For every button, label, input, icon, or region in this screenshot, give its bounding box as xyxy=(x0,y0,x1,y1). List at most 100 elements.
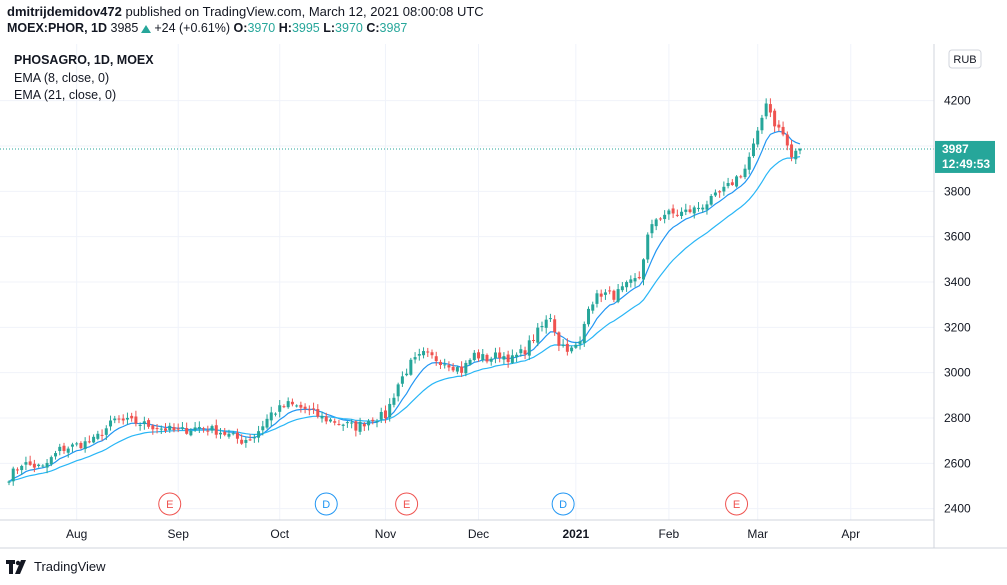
candle xyxy=(320,411,324,423)
low-value: 3970 xyxy=(335,21,363,35)
candle-body xyxy=(70,444,74,447)
candle xyxy=(785,131,789,151)
candle xyxy=(616,284,620,304)
candle-body xyxy=(7,481,11,483)
candle xyxy=(20,464,24,475)
currency-badge[interactable]: RUB xyxy=(948,49,982,69)
candle-body xyxy=(489,358,493,362)
candle-body xyxy=(383,410,387,419)
candle xyxy=(637,271,641,280)
candle xyxy=(705,200,709,215)
candle xyxy=(176,423,180,433)
candle xyxy=(773,108,777,133)
candle-body xyxy=(650,224,654,234)
candle xyxy=(781,121,785,137)
candle-body xyxy=(523,350,527,355)
candle-body xyxy=(663,214,667,220)
candle xyxy=(451,363,455,373)
candle-body xyxy=(599,293,603,297)
candle-body xyxy=(130,415,134,419)
candle-body xyxy=(307,409,311,411)
candle-body xyxy=(328,419,332,422)
candle xyxy=(83,437,87,453)
candle-body xyxy=(409,359,413,375)
candle xyxy=(79,441,83,450)
candle xyxy=(337,419,341,426)
candle xyxy=(379,407,383,423)
y-tick-label: 2800 xyxy=(944,411,971,425)
candle xyxy=(286,397,290,409)
legend-ema-8[interactable]: EMA (8, close, 0) xyxy=(14,70,110,85)
legend-ema-21[interactable]: EMA (21, close, 0) xyxy=(14,88,117,102)
candle-body xyxy=(28,461,32,465)
candle xyxy=(299,401,303,413)
candle xyxy=(713,189,717,198)
x-tick-label: Mar xyxy=(747,527,768,541)
candle-body xyxy=(58,446,62,452)
candle-body xyxy=(24,462,28,465)
candle xyxy=(536,323,540,347)
candle-body xyxy=(252,437,256,439)
candle-body xyxy=(790,144,794,158)
candle xyxy=(261,420,265,436)
candle xyxy=(726,177,730,189)
candle xyxy=(189,428,193,437)
earnings-event-icon[interactable]: E xyxy=(725,492,749,516)
candle xyxy=(680,207,684,219)
candle xyxy=(417,348,421,361)
earnings-event-icon[interactable]: E xyxy=(395,492,419,516)
candle xyxy=(92,434,96,444)
dividend-event-icon[interactable]: D xyxy=(551,492,575,516)
candle xyxy=(696,202,700,212)
candle-body xyxy=(510,355,514,363)
candle-body xyxy=(189,430,193,436)
candle xyxy=(151,424,155,435)
candle xyxy=(134,410,138,427)
x-tick-label: Dec xyxy=(468,527,489,541)
candle-body xyxy=(502,356,506,360)
candle-body xyxy=(468,359,472,365)
close-value: 3987 xyxy=(379,21,408,35)
candle xyxy=(219,428,222,439)
candle xyxy=(455,365,459,375)
candle xyxy=(45,459,49,474)
candle-body xyxy=(396,384,400,397)
candle xyxy=(642,258,645,286)
earnings-event-icon[interactable]: E xyxy=(158,492,182,516)
candle xyxy=(591,301,595,314)
candle-body xyxy=(214,425,218,435)
candle-body xyxy=(578,341,582,345)
candle-body xyxy=(104,428,108,435)
candle xyxy=(472,350,476,362)
tradingview-footer[interactable]: TradingView xyxy=(6,559,106,574)
candle xyxy=(210,424,214,434)
candle-body xyxy=(625,282,629,288)
candle xyxy=(650,219,654,239)
candle-body xyxy=(675,214,679,216)
candle-body xyxy=(747,156,751,170)
symbol: MOEX:PHOR, 1D xyxy=(7,21,108,35)
candle xyxy=(164,423,168,433)
candle xyxy=(295,404,299,408)
author-name[interactable]: dmitrijdemidov472 xyxy=(7,4,122,19)
candle xyxy=(202,426,206,433)
candle xyxy=(138,422,142,431)
candle-body xyxy=(62,445,66,451)
candle xyxy=(540,321,544,332)
dividend-event-icon[interactable]: D xyxy=(314,492,338,516)
candle xyxy=(307,405,311,416)
candle xyxy=(464,360,468,377)
candle-body xyxy=(413,357,417,360)
candle xyxy=(557,331,561,352)
candle xyxy=(235,428,239,444)
candle xyxy=(121,414,125,425)
candle-body xyxy=(176,428,180,430)
x-tick-label: Feb xyxy=(659,527,680,541)
legend-title: PHOSAGRO, 1D, MOEX xyxy=(14,53,154,67)
candle-body xyxy=(354,421,358,431)
candle xyxy=(532,334,536,344)
candle xyxy=(32,459,36,473)
candle xyxy=(570,345,574,354)
candle-body xyxy=(485,354,489,362)
